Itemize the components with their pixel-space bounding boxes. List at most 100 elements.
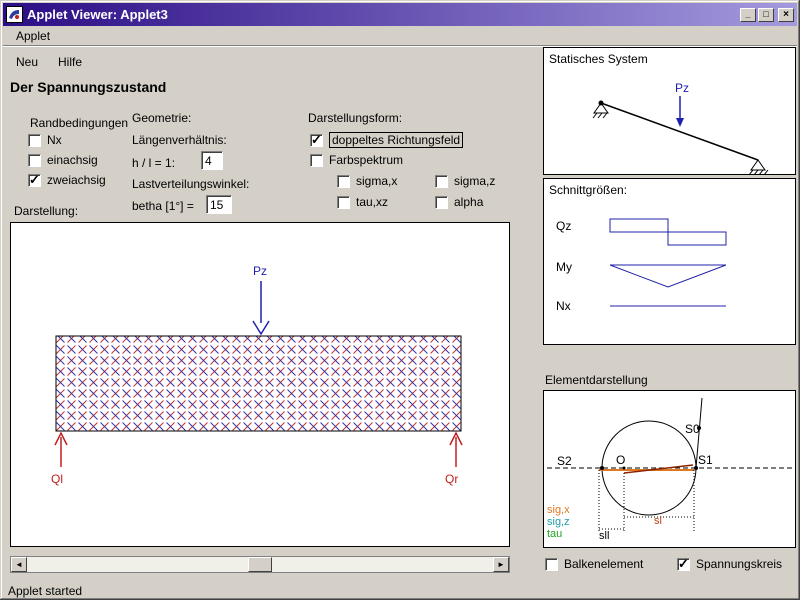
titlebar: Applet Viewer: Applet3 _ □ × <box>3 3 797 26</box>
lastverteilungswinkel-label: Lastverteilungswinkel: <box>132 177 250 191</box>
checkbox-box: ✓ <box>310 153 323 167</box>
checkbox-label: doppeltes Richtungsfeld <box>329 132 464 148</box>
qz-diagram <box>609 218 727 246</box>
my-diagram <box>609 264 727 288</box>
load-label: Pz <box>253 264 267 278</box>
checkmark-icon: ✓ <box>29 171 40 187</box>
checkbox-doppeltes-richtungsfeld[interactable]: ✓ doppeltes Richtungsfeld <box>310 131 464 148</box>
load-label: Pz <box>675 81 689 95</box>
scrollbar-thumb[interactable] <box>248 557 272 572</box>
hl-input[interactable] <box>201 151 223 170</box>
randbedingungen-label: Randbedingungen <box>30 116 129 130</box>
s1-label: S1 <box>698 453 713 467</box>
checkbox-tau-xz[interactable]: ✓ tau,xz <box>337 195 388 209</box>
origin-point <box>622 466 626 470</box>
mohr-circle <box>601 420 697 516</box>
scrollbar-track[interactable] <box>27 557 493 572</box>
checkbox-label: Nx <box>47 133 62 147</box>
checkbox-label: alpha <box>454 195 484 209</box>
checkmark-icon: ✓ <box>678 555 689 571</box>
pole-line <box>695 397 703 469</box>
elementdarstellung-label: Elementdarstellung <box>545 373 648 387</box>
statisches-system-panel: Statisches System Pz <box>543 47 796 175</box>
load-arrow-icon: Pz <box>675 81 689 127</box>
status-text: Applet started <box>8 584 83 598</box>
menubar: Applet <box>3 26 797 46</box>
checkbox-einachsig[interactable]: ✓ einachsig <box>28 153 98 167</box>
checkbox-label: sigma,z <box>454 174 496 188</box>
minimize-icon[interactable]: _ <box>740 7 756 22</box>
qz-label: Qz <box>556 219 571 233</box>
checkbox-nx[interactable]: ✓ Nx <box>28 133 62 147</box>
checkbox-label: zweiachsig <box>47 173 106 187</box>
dimension-dotted-lines <box>598 470 695 531</box>
checkbox-label: Balkenelement <box>564 557 644 571</box>
origin-label: O <box>616 453 625 467</box>
checkbox-farbspektrum[interactable]: ✓ Farbspektrum <box>310 153 403 167</box>
s2-point <box>600 466 604 470</box>
page-title: Der Spannungszustand <box>10 79 167 95</box>
checkbox-label: Farbspektrum <box>329 153 404 167</box>
beam-line <box>600 102 759 161</box>
load-arrow-icon: Pz <box>252 264 270 336</box>
menu-applet[interactable]: Applet <box>16 28 51 43</box>
beam-canvas: Pz Ql Qr <box>10 222 510 547</box>
checkbox-alpha[interactable]: ✓ alpha <box>435 195 483 209</box>
checkbox-box: ✓ <box>545 557 558 571</box>
menu-neu[interactable]: Neu <box>16 55 39 69</box>
darstellungsform-label: Darstellungsform: <box>308 111 403 125</box>
checkbox-box: ✓ <box>28 171 41 187</box>
checkbox-box: ✓ <box>435 174 448 188</box>
geometrie-label: Geometrie: <box>132 111 192 125</box>
checkbox-label: einachsig <box>47 153 98 167</box>
checkbox-box: ✓ <box>435 195 448 209</box>
checkbox-balkenelement[interactable]: ✓ Balkenelement <box>545 557 643 571</box>
s0-label: S0 <box>685 422 700 436</box>
checkmark-icon: ✓ <box>311 131 322 147</box>
my-label: My <box>556 260 572 274</box>
pin-support-icon <box>592 100 609 119</box>
window-title: Applet Viewer: Applet3 <box>27 7 168 22</box>
betha-input[interactable] <box>206 195 232 214</box>
menu-hilfe[interactable]: Hilfe <box>58 55 83 69</box>
sl-line <box>623 464 694 474</box>
checkbox-zweiachsig[interactable]: ✓ zweiachsig <box>28 171 106 187</box>
s0-point <box>697 426 701 430</box>
scroll-right-icon[interactable]: ► <box>493 557 509 572</box>
checkbox-box: ✓ <box>677 555 690 571</box>
legend-sig-z: sig,z <box>547 516 570 528</box>
hl-label: h / l = 1: <box>132 156 176 170</box>
applet-viewer-icon <box>6 6 23 23</box>
checkbox-label: Spannungskreis <box>696 557 783 571</box>
checkbox-spannungskreis[interactable]: ✓ Spannungskreis <box>677 555 783 571</box>
darstellung-label: Darstellung: <box>14 204 79 218</box>
right-support-label: Qr <box>445 472 458 486</box>
checkbox-box: ✓ <box>337 195 350 209</box>
maximize-icon[interactable]: □ <box>758 7 774 22</box>
left-support-arrow-icon <box>54 431 68 467</box>
sll-label: sll <box>599 530 609 542</box>
checkbox-box: ✓ <box>28 153 41 167</box>
nx-label: Nx <box>556 299 571 313</box>
checkbox-label: sigma,x <box>356 174 398 188</box>
s1-point <box>694 466 698 470</box>
schnittgroessen-panel: Schnittgrößen: Qz My Nx <box>543 178 796 345</box>
statisches-system-title: Statisches System <box>549 52 648 66</box>
legend-sig-x: sig,x <box>547 504 570 516</box>
sl-label: sl <box>654 515 662 527</box>
scroll-left-icon[interactable]: ◄ <box>11 557 27 572</box>
checkbox-box: ✓ <box>337 174 350 188</box>
elementdarstellung-panel: S0 S1 S2 O sl sll sig,x sig,z tau <box>543 390 796 548</box>
horizontal-scrollbar[interactable]: ◄ ► <box>10 556 510 573</box>
roller-support-icon <box>749 159 769 174</box>
close-icon[interactable]: × <box>778 7 794 22</box>
checkbox-label: tau,xz <box>356 195 389 209</box>
legend-tau: tau <box>547 528 562 540</box>
checkbox-box: ✓ <box>310 131 323 147</box>
right-support-arrow-icon <box>449 431 463 467</box>
checkbox-sigma-z[interactable]: ✓ sigma,z <box>435 174 495 188</box>
checkbox-sigma-x[interactable]: ✓ sigma,x <box>337 174 397 188</box>
checkbox-box: ✓ <box>28 133 41 147</box>
legend: sig,x sig,z tau <box>547 504 570 540</box>
